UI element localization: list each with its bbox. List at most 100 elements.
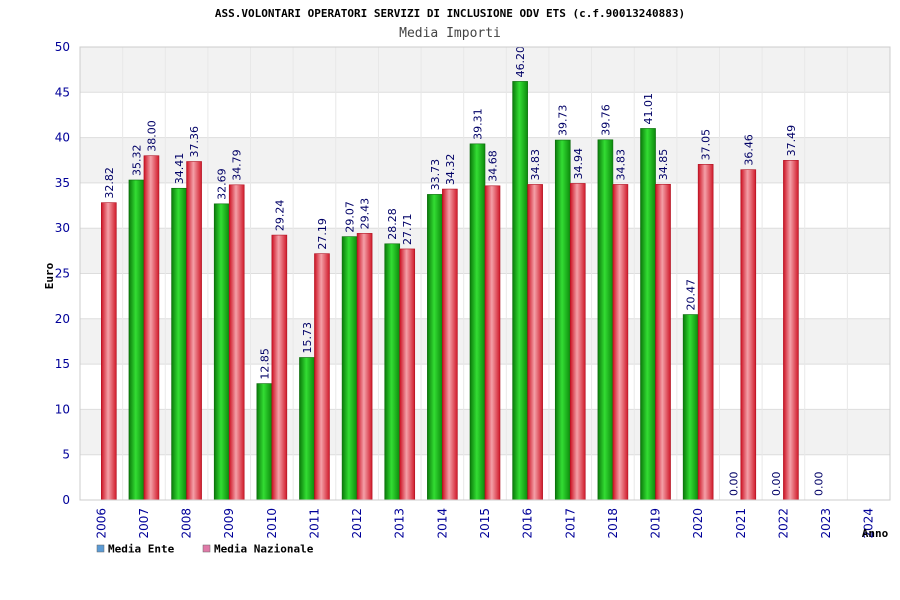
x-tick-label-2009: 2009	[222, 508, 236, 539]
value-label-media-ente-2019: 41.01	[642, 93, 655, 125]
x-tick-label-2011: 2011	[307, 508, 321, 539]
x-tick-label-2024: 2024	[862, 508, 876, 539]
value-label-media-ente-2016: 46.20	[514, 46, 527, 78]
bars	[101, 81, 799, 501]
x-tick-label-2017: 2017	[563, 508, 577, 539]
bar-media-ente-2015	[469, 143, 486, 501]
x-tick-label-2019: 2019	[649, 508, 663, 539]
value-label-media-ente-2008: 34.41	[173, 153, 186, 185]
bar-media-nazionale-2015	[484, 185, 501, 501]
x-tick-label-2021: 2021	[734, 508, 748, 539]
value-label-media-ente-2011: 15.73	[301, 322, 314, 354]
x-tick-label-2016: 2016	[521, 508, 535, 539]
x-tick-label-2012: 2012	[350, 508, 364, 539]
x-tick-label-2015: 2015	[478, 508, 492, 539]
value-label-media-ente-2018: 39.76	[599, 104, 612, 136]
bar-media-ente-2007	[128, 179, 145, 501]
bar-media-nazionale-2011	[314, 253, 330, 501]
value-label-media-nazionale-2014: 34.32	[444, 154, 457, 186]
y-tick-label: 10	[55, 402, 70, 416]
value-label-media-ente-2012: 29.07	[344, 201, 357, 233]
y-tick-label: 5	[62, 448, 70, 462]
bar-media-nazionale-2019	[655, 183, 671, 501]
value-label-media-ente-2013: 28.28	[386, 208, 399, 240]
bar-media-nazionale-2008	[186, 161, 202, 501]
y-tick-labels: 0 5 10 15 20 25 30 35 40 45 50	[55, 40, 70, 507]
bar-media-nazionale-2022	[783, 160, 799, 501]
x-tick-label-2006: 2006	[94, 508, 108, 539]
value-label-media-nazionale-2015: 34.68	[487, 150, 500, 182]
chart-title: ASS.VOLONTARI OPERATORI SERVIZI DI INCLU…	[215, 7, 685, 20]
bar-media-ente-2011	[299, 357, 315, 501]
bar-media-nazionale-2013	[399, 248, 416, 501]
value-label-media-ente-2014: 33.73	[429, 159, 442, 191]
x-tick-label-2007: 2007	[137, 508, 151, 539]
legend-swatch-media-ente	[96, 544, 105, 553]
y-tick-label: 35	[55, 176, 70, 190]
bar-media-nazionale-2021	[740, 169, 757, 501]
bar-media-nazionale-2014	[442, 188, 458, 501]
bar-media-ente-2013	[384, 243, 401, 501]
plot-border	[79, 46, 891, 501]
bar-media-nazionale-2010	[271, 234, 288, 501]
value-label-media-ente-2017: 39.73	[557, 105, 570, 137]
bar-media-nazionale-2009	[228, 184, 245, 501]
value-label-media-nazionale-2010: 29.24	[273, 200, 286, 232]
value-label-media-nazionale-2009: 34.79	[231, 149, 244, 180]
x-tick-label-2014: 2014	[435, 508, 449, 539]
value-label-media-nazionale-2016: 34.83	[529, 149, 542, 181]
plot-band	[80, 47, 890, 93]
value-label-media-ente-2021: 0.00	[727, 472, 740, 497]
x-tick-label-2008: 2008	[180, 508, 194, 539]
x-tick-label-2010: 2010	[265, 508, 279, 539]
value-label-media-nazionale-2022: 37.49	[785, 125, 798, 157]
legend-label-media-ente: Media Ente	[108, 543, 175, 556]
x-tick-label-2022: 2022	[776, 508, 790, 539]
x-tick-labels: 2006 2007 2008 2009 2010 2011 2012 2013 2014 2015…	[94, 508, 875, 539]
value-label-media-nazionale-2019: 34.85	[657, 149, 670, 181]
bar-media-ente-2009	[213, 203, 230, 501]
value-label-media-ente-2009: 32.69	[216, 168, 229, 199]
bar-media-nazionale-2006	[101, 202, 117, 501]
y-tick-label: 15	[55, 357, 70, 371]
value-label-media-ente-2022: 0.00	[770, 472, 783, 497]
bar-media-ente-2016	[512, 81, 528, 501]
y-tick-label: 40	[55, 131, 70, 145]
bar-media-ente-2017	[554, 139, 571, 501]
value-label-media-nazionale-2006: 32.82	[103, 167, 116, 199]
value-label-media-ente-2020: 20.47	[685, 279, 698, 311]
x-tick-label-2023: 2023	[819, 508, 833, 539]
value-label-media-nazionale-2012: 29.43	[359, 198, 372, 230]
value-label-media-nazionale-2011: 27.19	[316, 218, 329, 250]
x-tick-label-2018: 2018	[606, 508, 620, 539]
value-label-media-nazionale-2007: 38.00	[145, 120, 158, 152]
y-tick-label: 45	[55, 85, 70, 99]
value-label-media-nazionale-2018: 34.83	[614, 149, 627, 181]
y-axis-label: Euro	[43, 262, 56, 289]
x-tick-label-2020: 2020	[691, 508, 705, 539]
chart-subtitle: Media Importi	[399, 26, 501, 41]
y-tick-label: 20	[55, 312, 70, 326]
bar-media-nazionale-2018	[612, 184, 629, 501]
bar-media-ente-2014	[427, 194, 443, 501]
bar-media-ente-2020	[682, 314, 699, 501]
bar-media-nazionale-2012	[356, 233, 373, 501]
legend-swatch-media-nazionale	[202, 544, 211, 553]
bar-media-ente-2010	[256, 383, 273, 501]
value-label-media-nazionale-2013: 27.71	[401, 213, 414, 245]
x-axis-label: Anno	[862, 527, 889, 540]
y-tick-label: 25	[55, 267, 70, 281]
bar-media-ente-2019	[640, 128, 656, 501]
bar-media-ente-2018	[597, 139, 614, 501]
value-label-media-nazionale-2020: 37.05	[700, 129, 713, 161]
x-tick-label-2013: 2013	[393, 508, 407, 539]
value-label-media-ente-2015: 39.31	[472, 108, 485, 140]
axes	[79, 46, 891, 501]
bar-media-nazionale-2007	[143, 155, 160, 501]
bar-media-ente-2008	[171, 187, 187, 501]
value-label-media-ente-2023: 0.00	[813, 472, 826, 497]
legend-label-media-nazionale: Media Nazionale	[214, 543, 314, 556]
